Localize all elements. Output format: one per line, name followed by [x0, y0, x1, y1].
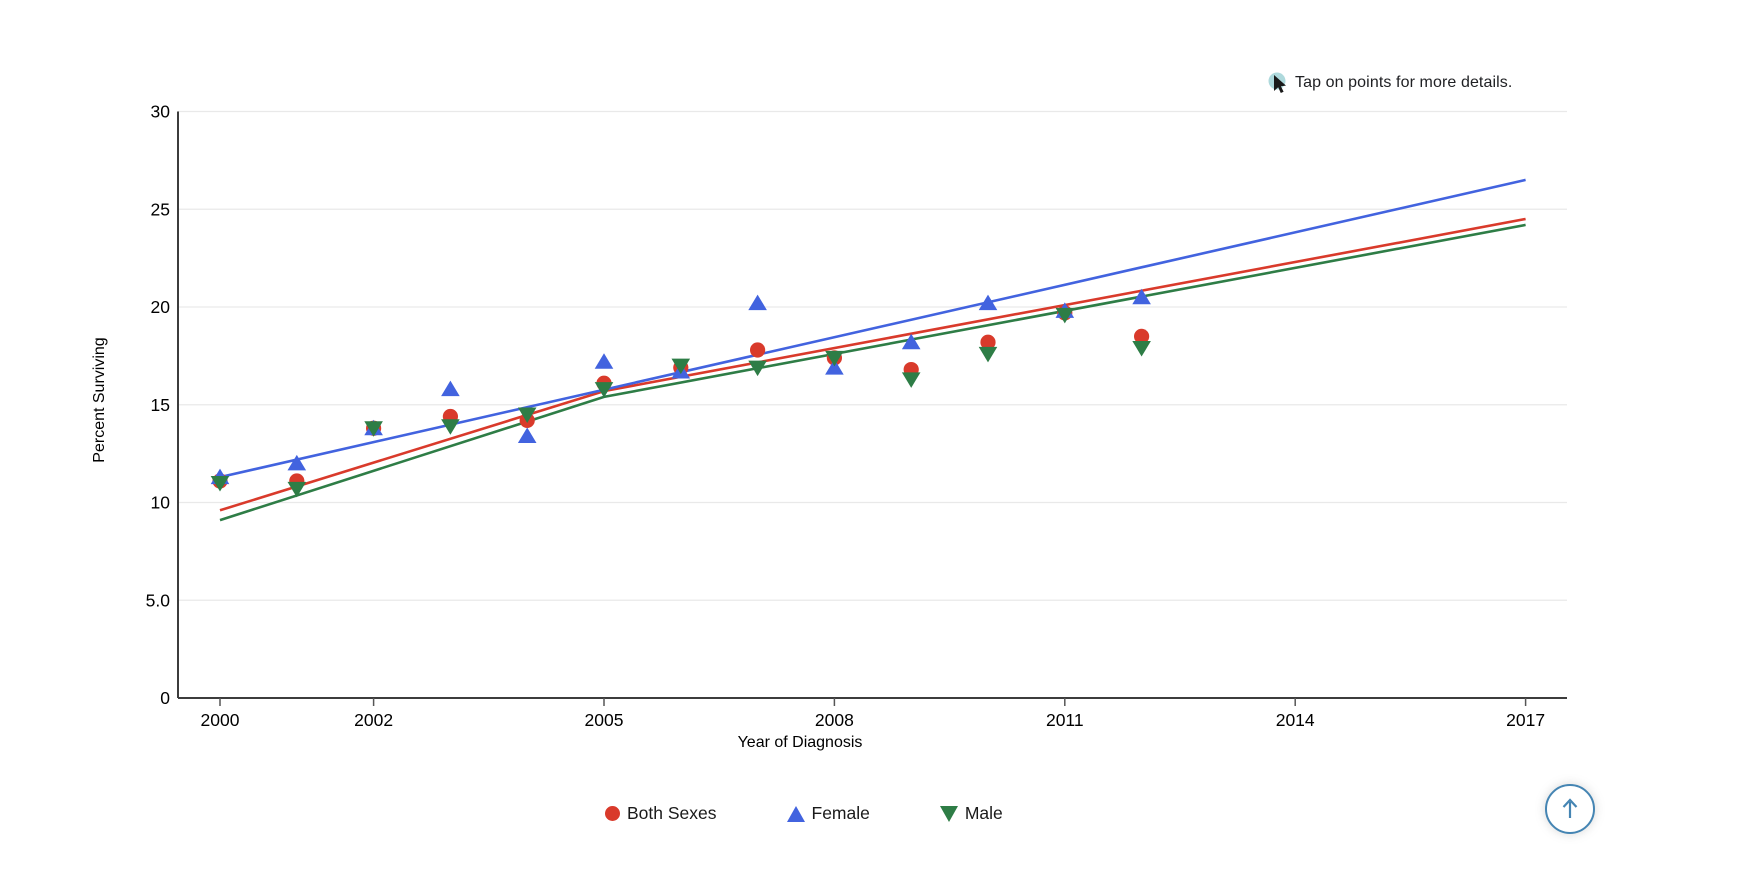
trend-line-female — [219, 178, 1526, 479]
point-male-2000[interactable] — [210, 475, 230, 492]
point-female-2003[interactable] — [441, 380, 460, 397]
point-male-2010[interactable] — [978, 346, 998, 363]
y-tick-label: 0 — [160, 688, 170, 708]
x-axis-title: Year of Diagnosis — [737, 734, 863, 751]
tap-note: Tap on points for more details. — [1268, 71, 1512, 95]
point-female-2012[interactable] — [1132, 288, 1151, 305]
arrow-up-icon — [1562, 798, 1578, 818]
legend-item-both-sexes[interactable]: Both Sexes — [605, 803, 717, 824]
legend-label: Male — [964, 803, 1003, 823]
tap-note-text: Tap on points for more details. — [1295, 74, 1513, 91]
point-female-2007[interactable] — [748, 294, 767, 311]
point-female-2004[interactable] — [517, 427, 537, 444]
point-male-2005[interactable] — [594, 382, 614, 398]
point-female-2001[interactable] — [287, 454, 307, 471]
scroll-to-top-button[interactable] — [1545, 784, 1595, 834]
x-tick-label: 2000 — [201, 710, 240, 730]
y-axis-title: Percent Surviving — [91, 337, 108, 463]
point-male-2002[interactable] — [364, 421, 383, 437]
point-female-2008[interactable] — [825, 359, 844, 375]
y-tick-label: 10 — [151, 493, 171, 513]
chart-container: 30 25 20 15 10 5.0 0 2000 2002 2005 2008 2011 2014 20… — [146, 102, 1567, 730]
x-tick-label: 2011 — [1046, 710, 1084, 730]
point-female-2005[interactable] — [594, 353, 614, 369]
x-tick-label: 2002 — [354, 710, 393, 730]
point-male-2011[interactable] — [1055, 307, 1075, 324]
point-male-2001[interactable] — [287, 481, 307, 498]
trend-line-male — [219, 223, 1526, 522]
point-male-2006[interactable] — [671, 358, 691, 375]
x-tick-label: 2017 — [1506, 710, 1545, 730]
point-both-sexes-2012[interactable] — [1134, 328, 1150, 344]
point-male-2004[interactable] — [517, 407, 537, 424]
y-tick-label: 30 — [151, 102, 171, 122]
legend-item-male[interactable]: Male — [939, 803, 1003, 824]
cursor-icon — [1268, 72, 1286, 93]
point-male-2012[interactable] — [1132, 341, 1151, 357]
legend-label: Both Sexes — [627, 803, 717, 823]
y-tick-label: 5.0 — [146, 590, 171, 610]
point-male-2003[interactable] — [441, 419, 460, 435]
point-male-2009[interactable] — [901, 372, 921, 388]
survival-chart: 30 25 20 15 10 5.0 0 2000 2002 2005 2008 2011 2014 20… — [146, 102, 1567, 730]
legend-label: Female — [811, 803, 870, 823]
x-tick-label: 2005 — [585, 710, 624, 730]
point-female-2010[interactable] — [978, 294, 998, 311]
point-male-2008[interactable] — [825, 350, 844, 367]
point-both-sexes-2007[interactable] — [750, 342, 766, 358]
y-tick-label: 15 — [151, 395, 170, 415]
y-tick-label: 25 — [151, 199, 170, 219]
x-tick-label: 2008 — [815, 710, 854, 730]
point-both-sexes-2010[interactable] — [980, 334, 996, 350]
y-tick-label: 20 — [151, 297, 171, 317]
chart-legend: Both Sexes Female Male — [605, 803, 1003, 824]
point-female-2009[interactable] — [901, 333, 921, 350]
both-sexes-marker-icon — [605, 806, 620, 821]
female-marker-icon — [786, 805, 805, 822]
point-male-2007[interactable] — [748, 360, 767, 377]
x-tick-label: 2014 — [1276, 710, 1315, 730]
legend-item-female[interactable]: Female — [786, 803, 870, 824]
male-marker-icon — [939, 805, 958, 822]
